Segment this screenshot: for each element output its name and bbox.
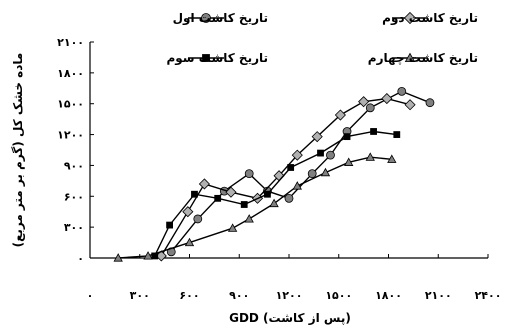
x-tick-label: ۱۸۰۰ [375, 289, 402, 302]
data-point [358, 96, 370, 108]
data-point [193, 214, 203, 224]
data-point [292, 181, 302, 190]
data-point [397, 86, 407, 96]
x-tick-label: ۹۰۰ [229, 289, 249, 302]
legend-marker [403, 11, 417, 25]
y-tick-label: ۲۱۰۰ [57, 36, 84, 49]
legend-item-first: تاریخ کاشت اول [173, 11, 268, 26]
data-point [269, 198, 279, 208]
series-line [170, 90, 431, 253]
x-tick-label: ۱۲۰۰ [276, 289, 303, 302]
series-third [151, 128, 401, 260]
data-point [287, 164, 295, 171]
data-point [225, 186, 237, 198]
y-tick-label: ۹۰۰ [64, 159, 84, 172]
data-point [317, 149, 324, 157]
y-tick-label: ۱۲۰۰ [57, 129, 84, 142]
data-point [425, 98, 435, 108]
data-point [191, 190, 198, 198]
tick-labels: ۰ ۳۰۰ ۶۰۰ ۹۰۰ ۱۲۰۰ ۱۵۰۰ ۱۸۰۰ ۲۱۰۰ ۰ ۳۰۰ ۶۰۰ ۹۰۰ ۱۲۰۰… [57, 36, 501, 302]
x-tick-label: ۲۱۰۰ [425, 289, 452, 302]
data-point [143, 251, 153, 260]
series-second [155, 93, 416, 262]
data-point [151, 252, 159, 260]
legend-marker [201, 13, 211, 23]
legend-marker [404, 52, 416, 62]
data-point [365, 103, 375, 113]
data-point [166, 221, 174, 229]
series-fourth [113, 152, 397, 262]
legend-label: تاریخ کاشت سوم [166, 51, 268, 66]
data-point [113, 253, 123, 262]
data-point [370, 128, 377, 135]
data-point [344, 157, 354, 166]
data-point [244, 169, 254, 179]
x-tick-label: ۶۰۰ [179, 289, 199, 302]
axes [89, 41, 489, 259]
data-point [320, 167, 331, 177]
data-point [393, 131, 401, 138]
data-point [404, 99, 416, 111]
data-point [381, 93, 393, 105]
legend-item-third: تاریخ کاشت سوم [166, 51, 268, 66]
x-tick-label: ۰ [87, 289, 94, 302]
legend: تاریخ کاشت اول تاریخ کاشت دوم تاریخ کاشت س… [166, 11, 478, 66]
legend-item-second: تاریخ کاشت دوم [382, 11, 478, 26]
data-point [244, 214, 254, 223]
series-layer [113, 86, 435, 262]
y-tick-label: ۶۰۰ [64, 190, 84, 203]
data-point [264, 190, 271, 198]
data-point [184, 237, 195, 247]
series-first [166, 86, 435, 257]
data-point [240, 201, 248, 208]
data-point [343, 133, 351, 141]
y-tick-label: ۳۰۰ [64, 221, 84, 234]
data-point [311, 131, 323, 143]
y-axis-title: ماده خشک کل (گرم بر متر مربع) [11, 53, 26, 248]
y-tick-label: ۱۵۰۰ [57, 98, 84, 111]
legend-label: تاریخ کاشت اول [173, 11, 268, 26]
data-point [284, 193, 294, 203]
y-tick-label: ۰ [77, 252, 84, 265]
data-point [291, 149, 303, 161]
x-tick-label: ۳۰۰ [130, 289, 150, 302]
legend-label: تاریخ کاشت دوم [382, 11, 478, 26]
data-point [198, 178, 210, 190]
legend-label: تاریخ کاشت چهارم [368, 51, 478, 66]
data-point [387, 154, 397, 163]
x-axis-title: GDD (پس از کاشت) [229, 311, 351, 325]
data-point [334, 109, 346, 121]
data-point [307, 169, 317, 179]
series-line [160, 97, 411, 257]
data-point [227, 223, 238, 232]
legend-item-fourth: تاریخ کاشت چهارم [368, 51, 478, 66]
y-tick-label: ۱۸۰۰ [57, 67, 84, 80]
x-tick-label: ۲۴۰۰ [475, 289, 502, 302]
data-point [182, 206, 194, 218]
data-point [326, 150, 335, 160]
x-tick-label: ۱۵۰۰ [325, 289, 352, 302]
data-point [214, 194, 222, 202]
legend-marker [202, 54, 210, 62]
data-point [365, 152, 375, 161]
series-line [118, 156, 392, 259]
